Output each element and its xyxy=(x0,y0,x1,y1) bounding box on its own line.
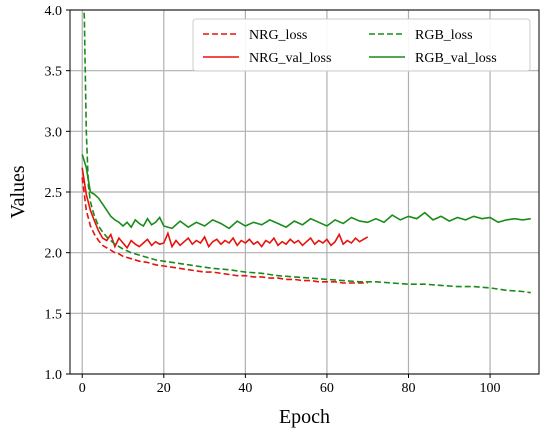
y-tick-label: 1.5 xyxy=(45,307,63,322)
legend-label: NRG_loss xyxy=(249,28,307,43)
series-line-rgb-val-loss xyxy=(81,154,531,230)
series-line-nrg-val-loss xyxy=(81,167,369,250)
x-tick-label: 100 xyxy=(480,381,501,396)
y-tick-label: 3.0 xyxy=(45,125,63,140)
y-tick-label: 4.0 xyxy=(45,4,63,19)
legend-box xyxy=(192,18,531,72)
y-axis-label: Values xyxy=(7,165,29,219)
legend-label: RGB_loss xyxy=(415,28,473,43)
x-axis-label: Epoch xyxy=(279,406,330,428)
series-line-nrg-loss xyxy=(81,177,368,284)
y-tick-label: 2.5 xyxy=(45,186,63,201)
x-tick-label: 60 xyxy=(320,381,334,396)
y-tick-label: 1.0 xyxy=(45,368,63,383)
x-tick-label: 0 xyxy=(79,381,86,396)
series-line-rgb-loss xyxy=(83,10,531,294)
x-tick-label: 80 xyxy=(401,381,415,396)
legend-label: RGB_val_loss xyxy=(415,51,497,66)
x-axis-ticks: 0 20 40 60 80 100 xyxy=(79,374,501,396)
legend-label: NRG_val_loss xyxy=(249,51,331,66)
series-layer xyxy=(81,10,531,294)
y-tick-label: 2.0 xyxy=(45,247,63,262)
legend: NRG_loss NRG_val_loss RGB_loss RGB_val_loss xyxy=(192,18,531,72)
y-axis-ticks: 1.0 1.5 2.0 2.5 3.0 3.5 4.0 xyxy=(45,4,70,383)
y-tick-label: 3.5 xyxy=(45,65,63,80)
x-tick-label: 40 xyxy=(238,381,252,396)
x-tick-label: 20 xyxy=(157,381,171,396)
